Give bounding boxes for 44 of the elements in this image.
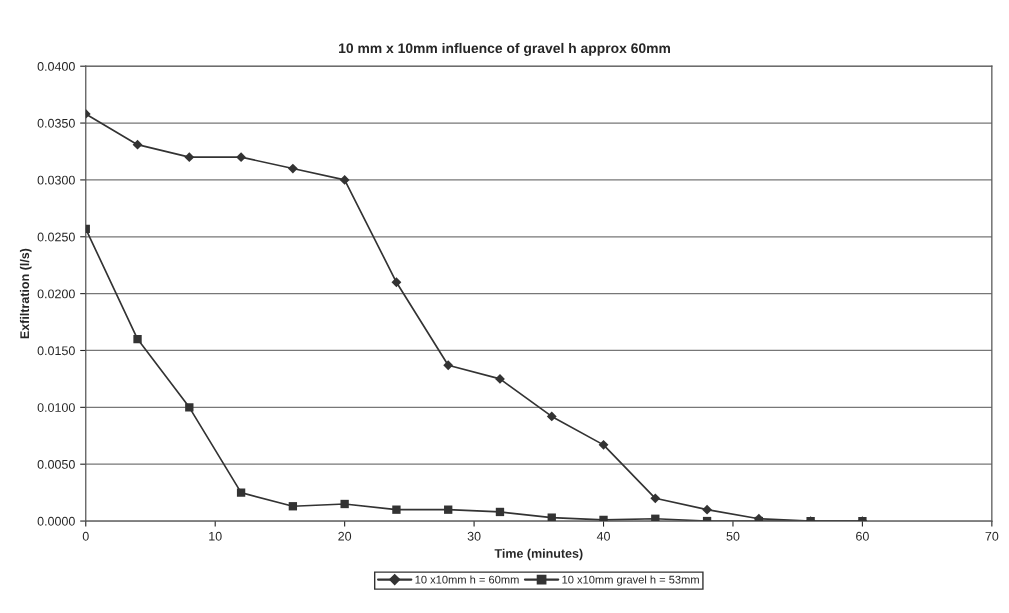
x-tick-label: 0	[82, 531, 89, 541]
point	[599, 515, 608, 522]
x-tick-label: 40	[596, 531, 610, 541]
x-tick-label: 10	[209, 531, 222, 541]
point	[132, 139, 143, 150]
y-tick-label: 0.0250	[37, 232, 75, 242]
point	[392, 505, 401, 514]
point	[495, 507, 505, 517]
point	[339, 175, 350, 185]
y-tick-label: 0.0050	[37, 460, 75, 469]
point	[598, 439, 609, 450]
y-tick-label: 0.0100	[37, 403, 75, 412]
point	[443, 360, 454, 371]
x-tick-label: 70	[985, 531, 999, 541]
y-tick-label: 0.0150	[37, 346, 75, 356]
point	[287, 163, 298, 174]
point	[288, 502, 298, 511]
legend-label: 10 x10mm gravel h = 53mm	[562, 575, 699, 586]
point	[133, 334, 142, 344]
y-tick-label: 0.0000	[37, 516, 75, 526]
y-axis-title: Exfiltration (l/s)	[19, 248, 32, 339]
point	[391, 277, 402, 288]
x-tick-label: 30	[467, 531, 481, 541]
point	[546, 411, 557, 422]
x-tick-label: 50	[726, 531, 740, 541]
legend-label: 10 x10mm h = 60mm	[415, 575, 519, 584]
x-axis-title: Time (minutes)	[494, 548, 583, 561]
point	[236, 152, 246, 163]
x-tick-label: 60	[856, 531, 869, 541]
y-tick-label: 0.0300	[37, 175, 75, 185]
point	[184, 152, 195, 163]
point	[444, 505, 453, 514]
x-tick-label: 20	[338, 531, 352, 541]
point	[650, 493, 661, 504]
y-tick-label: 0.0350	[37, 118, 75, 128]
point	[495, 374, 505, 384]
point	[340, 499, 349, 509]
point	[702, 504, 712, 515]
point	[547, 513, 556, 522]
chart-title: 10 mm x 10mm influence of gravel h approx 60mm	[339, 42, 670, 56]
y-tick-label: 0.0200	[37, 289, 75, 299]
point	[185, 403, 194, 412]
y-tick-label: 0.0400	[37, 62, 75, 71]
point	[236, 488, 246, 497]
